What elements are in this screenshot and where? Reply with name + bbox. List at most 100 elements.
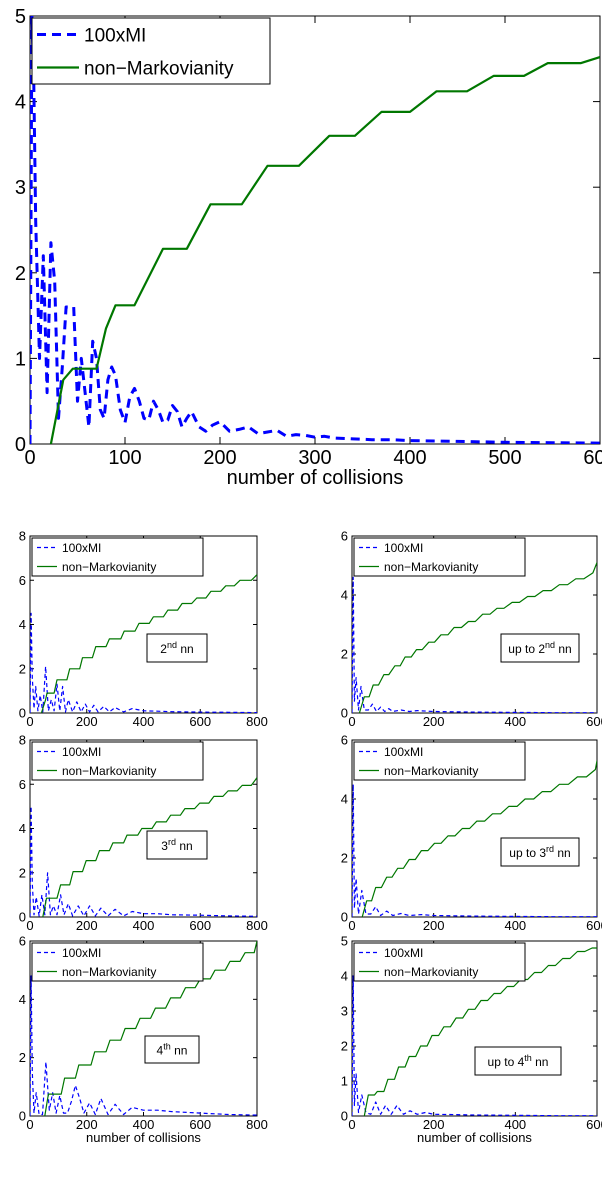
mi-series-line [352, 783, 597, 917]
y-tick-label: 0 [19, 1109, 26, 1124]
legend-label: non−Markovianity [384, 764, 478, 778]
chart-panel: 0 200 400 600 800 0 2 4 6 number of collisions 100… [19, 934, 268, 1145]
plot-frame [351, 940, 598, 1117]
legend-label: 100xMI [384, 946, 423, 960]
mi-series-line [352, 576, 597, 713]
annotation-label: 4th nn [157, 1042, 188, 1058]
chart-panel: 0 200 400 600 0 2 4 6 100xMI non−Markovianity up t… [341, 733, 602, 933]
y-tick-label: 6 [341, 529, 348, 544]
annotation-superscript: nd [167, 640, 177, 650]
legend-box [31, 537, 204, 577]
annotation-text: nn [532, 1055, 549, 1069]
x-tick-label: 400 [504, 714, 526, 729]
y-tick-label: 8 [19, 529, 26, 544]
y-tick-label: 2 [19, 865, 26, 880]
panel-annotation: 3rd nn [146, 830, 208, 860]
annotation-box [474, 1046, 562, 1076]
x-tick-label: 200 [203, 447, 236, 469]
x-tick-label: 0 [26, 714, 33, 729]
mi-series-line [352, 975, 597, 1116]
y-tick-label: 0 [341, 706, 348, 721]
x-tick-label: 800 [246, 714, 268, 729]
annotation-text: nn [555, 642, 572, 656]
legend: 100xMI non−Markovianity [31, 17, 271, 85]
x-tick-label: 800 [246, 918, 268, 933]
annotation-text: up to 2 [508, 642, 545, 656]
plot-frame [351, 535, 598, 714]
y-tick-label: 6 [341, 733, 348, 748]
x-tick-label: 100 [108, 447, 141, 469]
annotation-label: up to 3rd nn [509, 844, 570, 860]
annotation-label: up to 4th nn [488, 1053, 549, 1069]
y-tick-label: 6 [19, 777, 26, 792]
plot-frame [351, 739, 598, 918]
y-tick-label: 0 [19, 910, 26, 925]
y-tick-label: 2 [15, 263, 26, 285]
legend: 100xMI non−Markovianity [353, 741, 526, 781]
y-tick-label: 8 [19, 733, 26, 748]
legend-label: non−Markovianity [62, 965, 156, 979]
legend-label: 100xMI [84, 25, 146, 46]
legend-box [353, 537, 526, 577]
x-tick-label: 600 [586, 918, 602, 933]
x-tick-label: 200 [423, 1117, 445, 1132]
annotation-superscript: th [163, 1042, 171, 1052]
x-tick-label: 400 [504, 918, 526, 933]
x-axis-label: number of collisions [227, 467, 404, 489]
x-tick-label: 200 [423, 714, 445, 729]
annotation-text: up to 4 [488, 1055, 525, 1069]
y-tick-label: 0 [341, 1109, 348, 1124]
legend-label: 100xMI [384, 541, 423, 555]
legend-box [31, 942, 204, 982]
x-tick-label: 600 [586, 714, 602, 729]
y-tick-label: 4 [19, 821, 26, 836]
annotation-label: 3rd nn [161, 837, 192, 853]
x-tick-label: 0 [348, 714, 355, 729]
legend-box [31, 741, 204, 781]
y-tick-label: 4 [341, 792, 348, 807]
legend: 100xMI non−Markovianity [353, 537, 526, 577]
annotation-text: nn [177, 642, 194, 656]
y-tick-label: 0 [341, 910, 348, 925]
x-tick-label: 600 [189, 1117, 211, 1132]
annotation-text: 4 [157, 1044, 164, 1058]
annotation-text: nn [176, 839, 193, 853]
annotation-superscript: nd [545, 640, 555, 650]
y-tick-label: 1 [341, 1074, 348, 1089]
x-tick-label: 400 [393, 447, 426, 469]
y-tick-label: 4 [19, 992, 26, 1007]
x-tick-label: 0 [26, 918, 33, 933]
y-tick-label: 4 [15, 92, 26, 114]
legend-label: non−Markovianity [384, 560, 478, 574]
x-tick-label: 400 [133, 918, 155, 933]
y-tick-label: 2 [341, 647, 348, 662]
x-tick-label: 200 [423, 918, 445, 933]
x-tick-label: 300 [298, 447, 331, 469]
y-tick-label: 4 [341, 969, 348, 984]
mi-series-line [30, 975, 257, 1116]
x-tick-label: 200 [76, 714, 98, 729]
x-tick-label: 0 [26, 1117, 33, 1132]
y-tick-label: 2 [341, 851, 348, 866]
x-tick-label: 600 [586, 1117, 602, 1132]
y-tick-label: 6 [19, 934, 26, 949]
y-tick-label: 2 [19, 661, 26, 676]
legend: 100xMI non−Markovianity [31, 537, 204, 577]
non-markovianity-series-line [40, 574, 257, 713]
y-tick-label: 2 [19, 1050, 26, 1065]
mi-series-line [30, 805, 257, 917]
x-tick-label: 500 [488, 447, 521, 469]
annotation-text: 3 [161, 839, 168, 853]
x-tick-label: 600 [189, 918, 211, 933]
x-tick-label: 0 [24, 447, 35, 469]
non-markovianity-series-line [42, 777, 257, 917]
x-tick-label: 400 [133, 714, 155, 729]
y-tick-label: 4 [19, 617, 26, 632]
annotation-text: up to 3 [509, 846, 546, 860]
x-tick-label: 400 [133, 1117, 155, 1132]
x-tick-label: 0 [348, 1117, 355, 1132]
x-tick-label: 200 [76, 918, 98, 933]
annotation-box [146, 830, 208, 860]
annotation-superscript: rd [546, 844, 554, 854]
